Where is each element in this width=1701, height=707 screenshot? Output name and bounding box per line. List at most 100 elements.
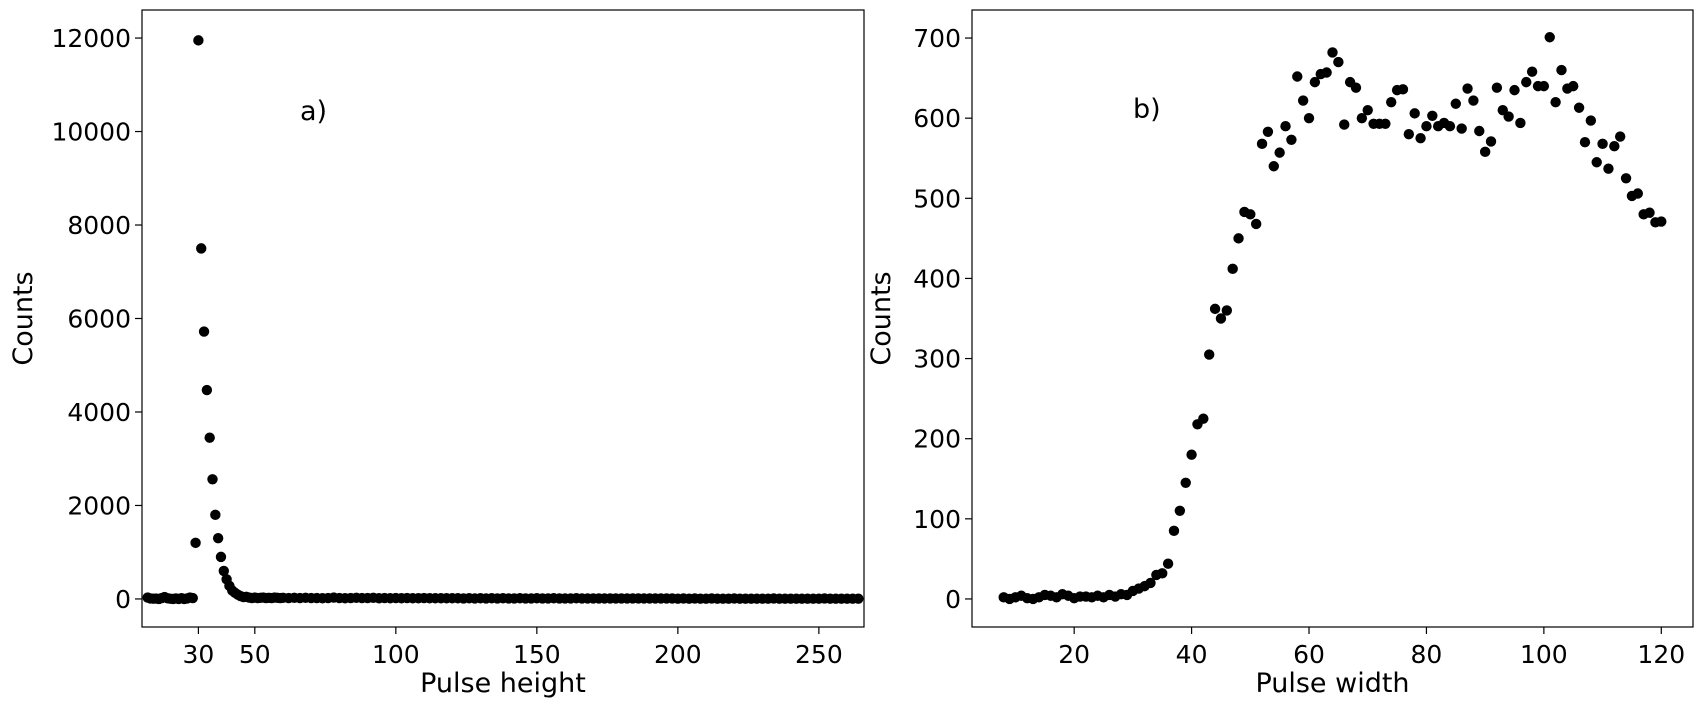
data-point: [1386, 96, 1397, 108]
data-point: [853, 593, 864, 604]
data-point: [1333, 56, 1344, 68]
data-point: [1280, 120, 1291, 132]
data-point: [1609, 141, 1620, 152]
data-point: [1538, 80, 1550, 92]
data-point: [1573, 102, 1585, 113]
data-points: [142, 35, 864, 605]
x-tick-label: 80: [1411, 640, 1443, 669]
data-point: [201, 384, 213, 396]
data-point: [1162, 558, 1174, 569]
x-tick-label: 200: [654, 640, 702, 669]
data-point: [1245, 209, 1256, 220]
data-point: [1157, 568, 1168, 579]
data-point: [1503, 111, 1514, 122]
data-point: [1233, 233, 1244, 244]
data-point: [1556, 64, 1567, 76]
data-point: [218, 565, 229, 577]
y-tick-label: 2000: [67, 491, 131, 520]
data-point: [1286, 134, 1297, 146]
data-point: [207, 474, 218, 485]
data-point: [1474, 125, 1485, 137]
data-point: [1620, 173, 1632, 184]
data-point: [1380, 118, 1391, 129]
data-point: [1456, 123, 1467, 134]
data-point: [1204, 349, 1215, 360]
y-tick-label: 100: [913, 505, 961, 534]
x-tick-label: 150: [513, 640, 561, 669]
data-point: [1327, 47, 1338, 58]
x-tick-label: 120: [1637, 640, 1685, 669]
data-point: [1591, 157, 1602, 168]
data-point: [1644, 207, 1655, 218]
data-point: [1491, 82, 1503, 93]
x-tick-label: 60: [1293, 640, 1325, 669]
x-tick-label: 100: [372, 640, 420, 669]
data-point: [1215, 313, 1227, 324]
data-point: [193, 35, 204, 46]
y-tick-label: 8000: [67, 211, 131, 240]
y-tick-label: 6000: [67, 305, 131, 334]
data-point: [1632, 188, 1644, 199]
data-point: [212, 532, 224, 544]
data-point: [187, 592, 198, 604]
y-tick-label: 600: [913, 104, 961, 133]
data-point: [1444, 120, 1456, 132]
data-point: [1209, 303, 1221, 315]
y-tick-label: 300: [913, 345, 961, 374]
data-point: [1221, 305, 1233, 316]
y-axis-label: Counts: [866, 271, 897, 365]
x-tick-label: 30: [183, 640, 215, 669]
data-point: [1415, 133, 1426, 144]
data-point: [1515, 117, 1526, 129]
data-point: [1350, 82, 1362, 93]
x-axis-label: Pulse height: [420, 668, 586, 699]
data-point: [1585, 115, 1597, 126]
data-point: [1180, 477, 1191, 488]
y-tick-label: 700: [913, 24, 961, 53]
chart-panel-b: 20 40 60 80 100 120 0 100 200 300 400 500 600 700 Puls…: [866, 9, 1694, 699]
data-point: [1268, 161, 1279, 172]
data-point: [210, 509, 221, 521]
data-point: [1579, 137, 1591, 148]
plot-frame: [141, 9, 865, 628]
data-point: [1309, 76, 1321, 88]
x-tick-label: 100: [1520, 640, 1568, 669]
data-point: [204, 432, 215, 443]
data-point: [1403, 129, 1415, 140]
data-point: [1656, 216, 1667, 227]
data-point: [1427, 110, 1438, 121]
data-point: [1468, 95, 1479, 106]
data-point: [1321, 67, 1332, 78]
data-point: [1603, 163, 1614, 174]
data-point: [198, 326, 210, 337]
data-point: [1409, 108, 1420, 119]
y-tick-label: 0: [115, 585, 131, 614]
data-point: [1544, 32, 1555, 43]
data-point: [1614, 131, 1626, 142]
data-point: [1250, 218, 1262, 230]
data-point: [1145, 577, 1156, 589]
chart-panel-a: 30 50 100 150 200 250 0 2000 4000 6000 8000 10000 12…: [8, 9, 865, 699]
y-tick-label: 200: [913, 425, 961, 454]
y-tick-label: 400: [913, 264, 961, 293]
data-point: [1362, 104, 1373, 116]
data-point: [1292, 71, 1303, 82]
y-axis-label: Counts: [8, 271, 39, 365]
data-point: [1262, 126, 1274, 137]
data-point: [1509, 84, 1520, 96]
data-point: [190, 537, 201, 549]
data-point: [1479, 146, 1491, 158]
data-point: [196, 243, 207, 254]
data-point: [1450, 98, 1461, 109]
y-tick-label: 4000: [67, 398, 131, 427]
x-tick-label: 50: [239, 640, 271, 669]
panel-label: a): [300, 96, 327, 127]
data-points: [998, 32, 1667, 605]
data-point: [1462, 83, 1473, 94]
data-point: [1421, 120, 1432, 132]
x-tick-label: 40: [1176, 640, 1208, 669]
y-tick-label: 500: [913, 184, 961, 213]
y-tick-label: 10000: [51, 118, 131, 147]
data-point: [1303, 112, 1315, 124]
